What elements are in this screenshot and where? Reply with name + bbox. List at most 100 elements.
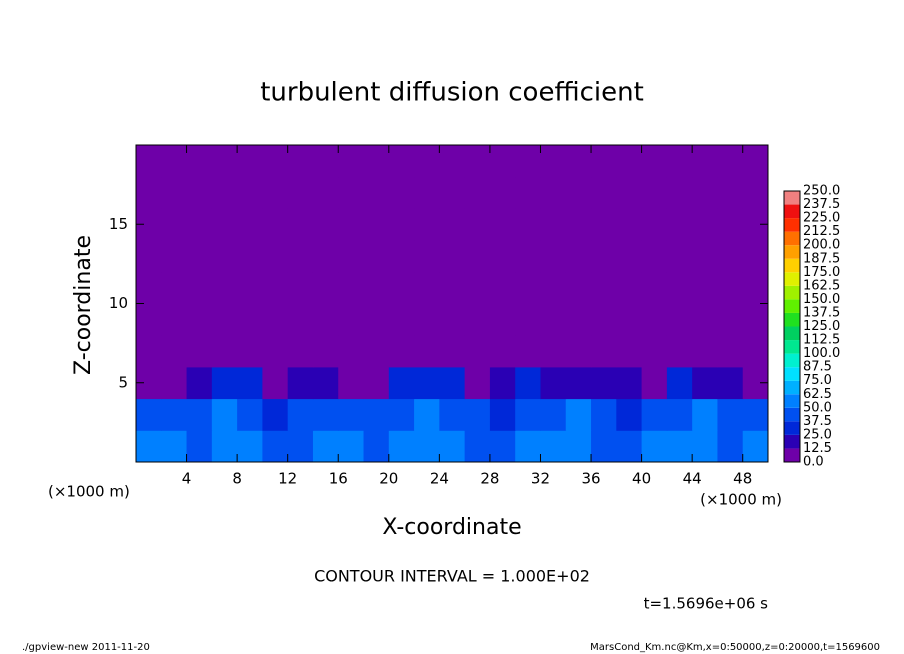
heat-cell (616, 335, 643, 368)
heat-cell (136, 240, 162, 273)
heat-cell (489, 271, 516, 304)
heat-cell (641, 398, 668, 431)
heat-cell (161, 430, 188, 463)
heat-cell (717, 176, 744, 209)
heat-cell (591, 240, 617, 273)
heat-cell (414, 430, 440, 463)
heat-cell (641, 240, 668, 273)
heat-cell (136, 398, 162, 431)
heat-cell (515, 366, 541, 400)
x-tick-label: 40 (632, 470, 651, 488)
heat-cell (464, 303, 491, 336)
heat-cell (388, 398, 415, 431)
colorbar-swatch (784, 421, 800, 435)
heat-cell (666, 398, 693, 431)
heat-cell (565, 240, 592, 273)
heat-cell (692, 398, 718, 431)
heat-cell (464, 176, 491, 209)
y-tick-label: 10 (109, 294, 128, 312)
heat-cell (414, 271, 440, 304)
heat-cell (136, 335, 162, 368)
heat-cell (363, 145, 390, 178)
heat-cell (237, 303, 263, 336)
heat-cell (287, 335, 314, 368)
heat-cell (186, 271, 213, 304)
heat-cell (186, 430, 213, 463)
heat-cell (262, 240, 289, 273)
colorbar-swatch (784, 448, 800, 462)
colorbar-swatch (784, 191, 800, 205)
heat-cell (262, 430, 289, 463)
heat-cell (338, 145, 365, 178)
heat-cell (363, 208, 390, 241)
heat-cell (515, 398, 541, 431)
heat-cell (742, 303, 769, 336)
heat-cell (540, 366, 567, 400)
heat-cell (262, 335, 289, 368)
colorbar-label: 125.0 (803, 319, 840, 334)
heat-cell (414, 366, 440, 400)
heat-cell (439, 430, 466, 463)
heat-cell (717, 145, 744, 178)
heat-cell (464, 240, 491, 273)
heat-cell (666, 303, 693, 336)
heat-cell (237, 176, 263, 209)
heat-cell (616, 303, 643, 336)
heat-cell (489, 430, 516, 463)
heat-cell (136, 176, 162, 209)
heat-cell (515, 303, 541, 336)
x-tick-label: 20 (379, 470, 398, 488)
heat-cell (363, 430, 390, 463)
heat-cell (515, 430, 541, 463)
heat-cell (717, 303, 744, 336)
heat-cell (565, 208, 592, 241)
heat-cell (136, 430, 162, 463)
heat-cell (540, 145, 567, 178)
heat-cell (540, 208, 567, 241)
heat-cell (464, 335, 491, 368)
heat-cell (641, 430, 668, 463)
x-unit-label: (×1000 m) (48, 483, 130, 501)
heat-cell (540, 398, 567, 431)
time-label: t=1.5696e+06 s (644, 595, 769, 613)
colorbar-swatch (784, 326, 800, 341)
heat-cell (464, 271, 491, 304)
colorbar-swatch (784, 340, 800, 354)
colorbar-label: 50.0 (803, 400, 832, 415)
colorbar-swatch (784, 258, 800, 273)
heat-cell (616, 271, 643, 304)
colorbar-label: 162.5 (803, 278, 840, 293)
heat-cell (616, 208, 643, 241)
heat-cell (692, 303, 718, 336)
heat-cell (287, 303, 314, 336)
heat-cell (211, 145, 238, 178)
colorbar-label: 25.0 (803, 427, 832, 442)
heat-cell (717, 335, 744, 368)
heat-cell (237, 398, 263, 431)
heat-cell (161, 303, 188, 336)
heat-cell (363, 335, 390, 368)
heat-cell (641, 271, 668, 304)
heat-cell (211, 271, 238, 304)
heat-cell (616, 430, 643, 463)
heat-cell (692, 240, 718, 273)
heat-cell (464, 398, 491, 431)
heat-cell (565, 176, 592, 209)
colorbar-label: 200.0 (803, 238, 840, 253)
heat-cell (287, 271, 314, 304)
heat-cell (489, 176, 516, 209)
colorbar-swatch (784, 367, 800, 381)
heat-cell (439, 176, 466, 209)
heat-cell (616, 240, 643, 273)
annotation: CONTOUR INTERVAL = 1.000E+02 (314, 567, 590, 586)
heat-cell (591, 398, 617, 431)
colorbar-label: 212.5 (803, 224, 840, 239)
heat-cell (287, 366, 314, 400)
heat-cell (363, 303, 390, 336)
heat-cell (464, 430, 491, 463)
chart-title: turbulent diffusion coefficient (260, 78, 644, 108)
heat-cell (439, 398, 466, 431)
heat-cell (565, 303, 592, 336)
colorbar-label: 175.0 (803, 265, 840, 280)
